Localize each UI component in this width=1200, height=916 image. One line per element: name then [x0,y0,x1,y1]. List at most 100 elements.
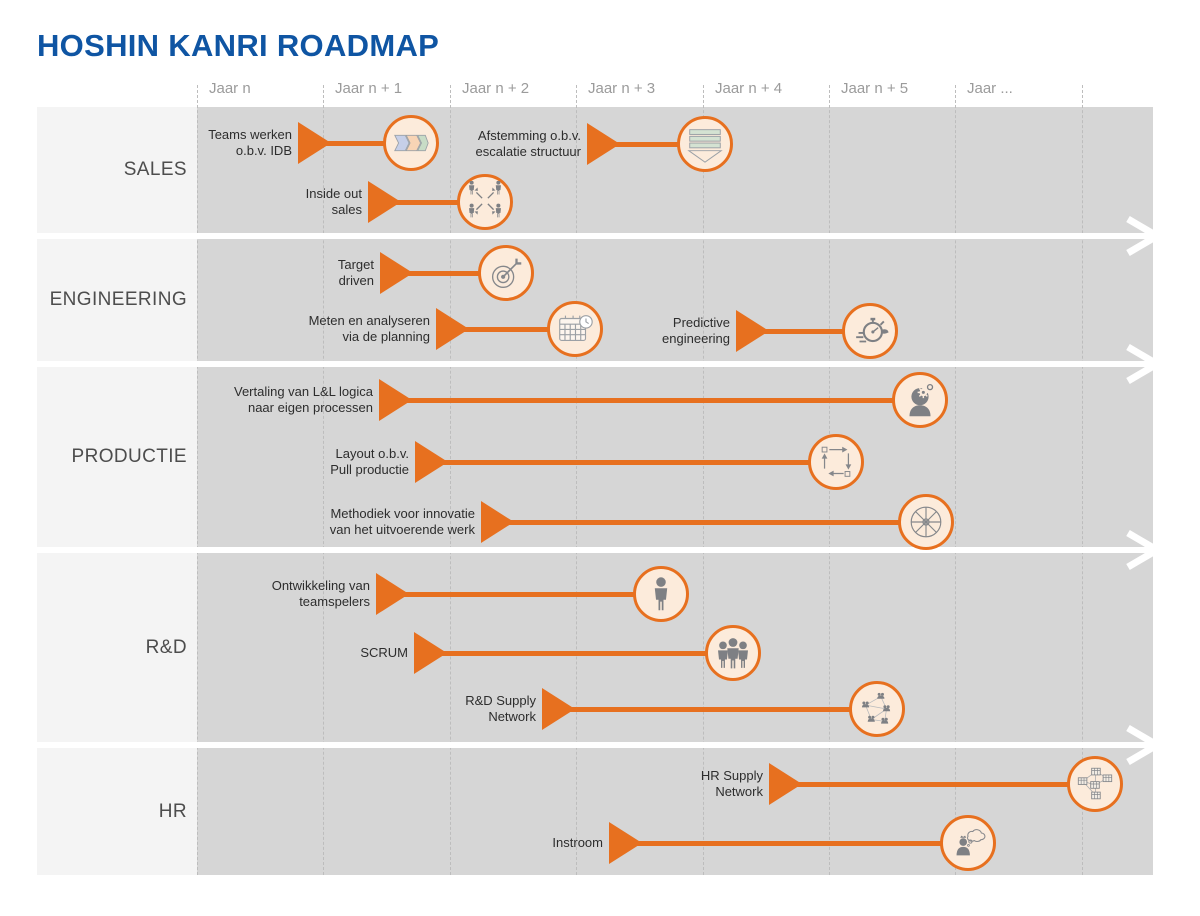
timeline-gridline [323,85,324,875]
scrum-team-icon [718,638,748,669]
lane-label-productie: PRODUCTIE [71,446,187,467]
milestone-label: Methodiek voor innovatie van het uitvoere… [329,506,475,537]
lane-separator-arrowhead [1120,342,1164,386]
milestone-marker [376,573,409,615]
milestone-label: Layout o.b.v. Pull productie [330,446,409,477]
milestone-marker [769,763,802,805]
milestone-icon-circle [940,815,996,871]
milestone-icon-circle [457,174,513,230]
inside-out-people-icon [469,181,501,218]
lane-separator-arrowhead [1120,528,1164,572]
planning-calendar-icon [559,315,593,342]
lane-separator-arrowhead [1120,723,1164,767]
milestone-label: SCRUM [360,645,408,660]
arrow-right-icon [1126,529,1164,571]
milestone-label: Ontwikkeling van teamspelers [271,578,370,609]
milestone-marker [609,822,642,864]
milestone-connector [464,326,575,332]
lane-separator-arrow-line [37,233,1153,239]
milestone-icon-circle [705,625,761,681]
milestone-icon-circle [383,115,439,171]
milestone-icon-circle [898,494,954,550]
head-gear-icon [909,383,934,417]
lane-separator-arrow-line [37,742,1153,748]
milestone-icon-circle [633,566,689,622]
lane-label-engineering: ENGINEERING [49,289,187,310]
milestone-marker [436,308,469,350]
people-network-icon [861,692,891,724]
person-icon [654,577,668,611]
milestone-label: Target driven [337,257,374,288]
milestone-label: R&D Supply Network [465,693,536,724]
timeline-gridline [955,85,956,875]
milestone-label: Predictive engineering [662,315,730,346]
timeline-grid-background [197,107,1153,875]
milestone-icon-circle [842,303,898,359]
page-title: HOSHIN KANRI ROADMAP [37,28,440,63]
milestone-icon-circle [808,434,864,490]
milestone-marker [736,310,769,352]
timeline-gridline [450,85,451,875]
lane-label-r-d: R&D [145,636,187,658]
milestone-connector [509,519,926,525]
milestone-connector [407,397,920,403]
arrow-right-icon [1126,215,1164,257]
milestone-label: Vertaling van L&L logica naar eigen proce… [233,384,373,415]
milestone-connector [615,141,705,147]
milestone-connector [764,328,870,334]
milestone-marker [298,122,331,164]
milestone-icon-circle [1067,756,1123,812]
stopwatch-speed-icon [856,317,889,343]
milestone-marker [542,688,575,730]
lane-label-hr: HR [158,800,187,822]
milestone-marker [414,632,447,674]
milestone-marker [379,379,412,421]
arrow-right-icon [1126,343,1164,385]
milestone-icon-circle [892,372,948,428]
process-ribbon-icon [394,134,429,152]
milestone-label: Afstemming o.b.v. escalatie structuur [475,128,582,159]
thought-person-icon [956,829,986,856]
milestone-label: Teams werken o.b.v. IDB [208,127,292,158]
milestone-icon-circle [677,116,733,172]
milestone-icon-circle [547,301,603,357]
milestone-connector [326,140,411,146]
column-header-3: Jaar n + 3 [588,80,656,97]
milestone-connector [396,199,485,205]
timeline-gridline [1082,85,1083,875]
lane-separator-arrow-line [37,547,1153,553]
box-network-icon [1077,767,1113,800]
milestone-connector [570,706,877,712]
milestone-connector [442,650,733,656]
column-header-0: Jaar n [209,80,251,97]
milestone-marker [380,252,413,294]
milestone-marker [587,123,620,165]
milestone-label: Inside out sales [305,186,362,217]
milestone-connector [443,459,836,465]
lane-separator-arrowhead [1120,214,1164,258]
milestone-icon-circle [849,681,905,737]
column-header-6: Jaar ... [967,80,1013,97]
innovation-wheel-icon [910,506,942,538]
timeline-gridline [703,85,704,875]
lane-separator-arrow-line [37,361,1153,367]
target-dart-icon [491,258,522,288]
milestone-icon-circle [478,245,534,301]
column-header-1: Jaar n + 1 [335,80,403,97]
column-header-2: Jaar n + 2 [462,80,530,97]
column-header-4: Jaar n + 4 [715,80,783,97]
milestone-connector [404,591,661,597]
milestone-marker [415,441,448,483]
milestone-label: HR Supply Network [700,768,763,799]
milestone-connector [797,781,1095,787]
milestone-marker [368,181,401,223]
milestone-marker [481,501,514,543]
timeline-gridline [197,85,198,875]
milestone-label: Instroom [552,835,603,850]
pull-cycle-icon [821,446,852,477]
column-header-5: Jaar n + 5 [841,80,909,97]
milestone-connector [408,270,506,276]
milestone-connector [637,840,968,846]
